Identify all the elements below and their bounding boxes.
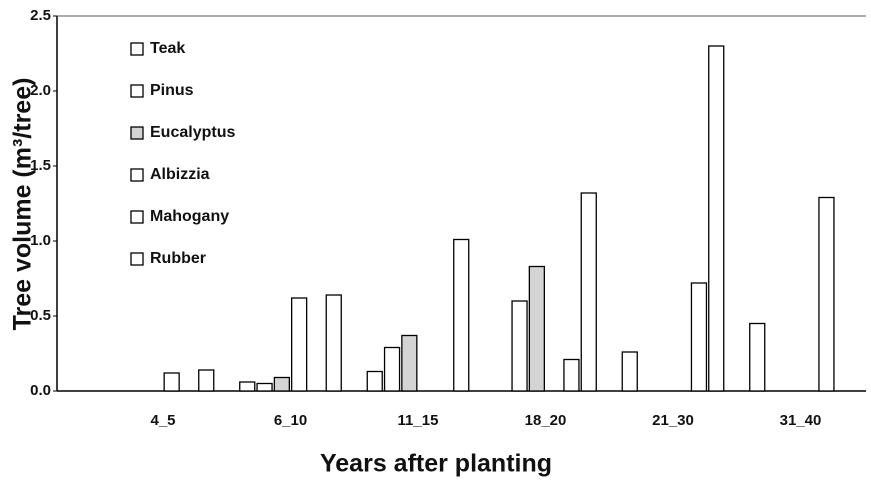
legend-label: Rubber (150, 250, 206, 267)
bar (621, 351, 638, 392)
legend-swatch (130, 210, 144, 224)
legend-label: Mahogany (150, 208, 229, 225)
x-tick-label: 11_15 (398, 412, 439, 429)
y-tick-label: 1.0 (30, 232, 51, 249)
bar (366, 370, 383, 392)
bar (198, 369, 215, 392)
legend-swatch (130, 252, 144, 266)
bar (708, 45, 725, 392)
x-tick-label: 4_5 (150, 412, 175, 429)
bar (749, 322, 766, 392)
bar (563, 358, 580, 392)
x-tick-label: 6_10 (274, 412, 307, 429)
bar (690, 282, 708, 392)
bar (256, 382, 273, 392)
legend-label: Albizzia (150, 166, 210, 183)
bar (325, 294, 342, 392)
y-tick-label: 1.5 (30, 157, 51, 174)
legend-swatch (130, 126, 144, 140)
bar (239, 381, 256, 392)
legend-label: Eucalyptus (150, 124, 235, 141)
legend-swatch (130, 42, 144, 56)
bar (273, 376, 291, 392)
x-axis-title: Years after planting (320, 450, 552, 478)
legend-label: Pinus (150, 82, 194, 99)
bar (818, 196, 835, 392)
bar (528, 265, 545, 392)
bar (163, 372, 180, 392)
y-tick-label: 2.5 (30, 7, 51, 24)
bar (511, 300, 528, 392)
legend-swatch (130, 168, 144, 182)
y-axis-title: Tree volume (m³/tree) (9, 78, 37, 331)
y-tick-label: 0.0 (30, 382, 51, 399)
bar (401, 334, 418, 392)
x-tick-label: 18_20 (525, 412, 567, 429)
x-tick-label: 31_40 (780, 412, 822, 429)
bar (290, 297, 308, 392)
bar (453, 238, 470, 392)
y-tick-label: 2.0 (30, 82, 51, 99)
legend-swatch (130, 84, 144, 98)
legend-label: Teak (150, 40, 185, 57)
bar (383, 346, 401, 392)
y-tick-label: 0.5 (30, 307, 51, 324)
x-tick-label: 21_30 (652, 412, 694, 429)
bar (580, 192, 597, 392)
